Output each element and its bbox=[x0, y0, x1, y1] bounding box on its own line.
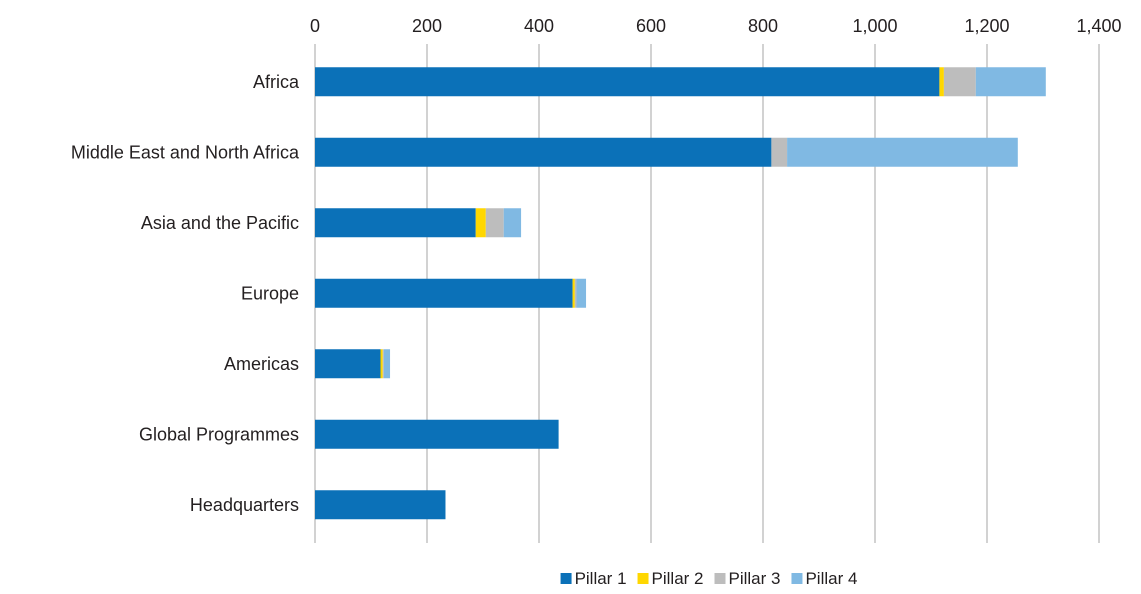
x-tick-label: 0 bbox=[310, 16, 320, 36]
bars bbox=[315, 67, 1046, 520]
legend-swatch bbox=[637, 573, 649, 584]
bar-segment bbox=[939, 67, 944, 97]
bar-segment bbox=[503, 208, 522, 238]
legend: Pillar 1 Pillar 2 Pillar 3 Pillar 4 bbox=[560, 569, 857, 588]
category-label: Asia and the Pacific bbox=[141, 213, 299, 233]
bar-segment bbox=[315, 67, 940, 97]
x-tick-label: 400 bbox=[524, 16, 554, 36]
bar-segment bbox=[315, 278, 573, 308]
legend-swatch bbox=[714, 573, 726, 584]
legend-swatch bbox=[560, 573, 572, 584]
category-label: Global Programmes bbox=[139, 424, 299, 444]
x-tick-label: 800 bbox=[748, 16, 778, 36]
x-tick-label: 1,200 bbox=[964, 16, 1009, 36]
bar-segment bbox=[382, 349, 384, 379]
x-axis-tick-labels: 0 200 400 600 800 1,000 1,200 1,400 bbox=[310, 16, 1122, 36]
bar-segment bbox=[485, 208, 504, 238]
legend-label: Pillar 1 bbox=[575, 569, 627, 588]
category-label: Europe bbox=[241, 283, 299, 303]
category-label: Africa bbox=[253, 72, 300, 92]
category-label: Middle East and North Africa bbox=[71, 142, 300, 162]
bar-segment bbox=[315, 490, 446, 520]
bar-segment bbox=[315, 419, 559, 449]
x-tick-label: 200 bbox=[412, 16, 442, 36]
bar-segment bbox=[943, 67, 976, 97]
bar-segment bbox=[315, 208, 476, 238]
x-tick-label: 600 bbox=[636, 16, 666, 36]
category-label: Headquarters bbox=[190, 495, 299, 515]
legend-swatch bbox=[791, 573, 803, 584]
legend-label: Pillar 3 bbox=[729, 569, 781, 588]
x-tick-label: 1,000 bbox=[852, 16, 897, 36]
bar-segment bbox=[572, 278, 575, 308]
legend-label: Pillar 2 bbox=[652, 569, 704, 588]
bar-segment bbox=[383, 349, 391, 379]
legend-label: Pillar 4 bbox=[805, 569, 857, 588]
bar-segment bbox=[975, 67, 1046, 97]
category-labels: Africa Middle East and North Africa Asia a… bbox=[71, 72, 300, 515]
bar-segment bbox=[771, 137, 788, 167]
bar-segment bbox=[576, 278, 587, 308]
bar-segment bbox=[315, 349, 381, 379]
bar-segment bbox=[787, 137, 1018, 167]
bar-segment bbox=[574, 278, 577, 308]
bar-segment bbox=[315, 137, 772, 167]
bar-segment bbox=[475, 208, 486, 238]
bar-segment bbox=[380, 349, 383, 379]
x-tick-label: 1,400 bbox=[1076, 16, 1121, 36]
category-label: Americas bbox=[224, 354, 299, 374]
